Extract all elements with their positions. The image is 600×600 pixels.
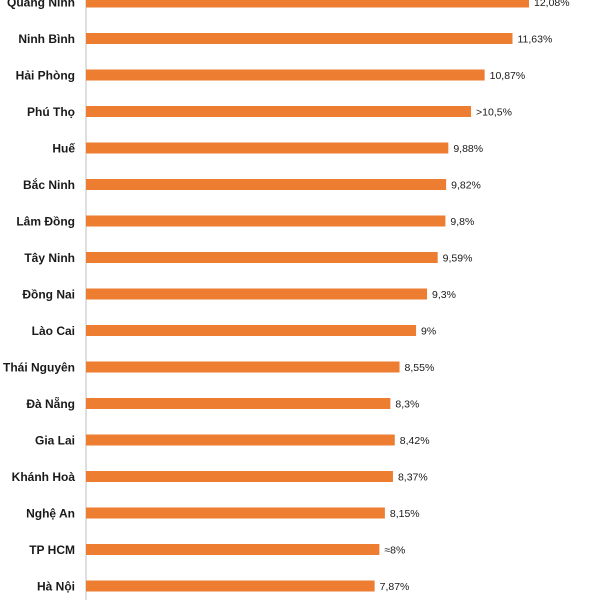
bar <box>86 0 529 8</box>
value-label: 8,15% <box>390 508 420 520</box>
bar <box>86 179 447 190</box>
value-label: >10,5% <box>476 107 512 119</box>
value-label: 11,63% <box>517 34 552 46</box>
value-label: 9% <box>421 326 436 338</box>
category-label: Lâm Đồng <box>16 215 75 229</box>
bar <box>86 361 400 373</box>
bar <box>86 471 393 482</box>
category-label: Hà Nội <box>37 580 75 594</box>
category-label: Phú Thọ <box>27 105 75 119</box>
value-label: 9,59% <box>443 253 473 265</box>
bar <box>86 215 446 227</box>
bar <box>86 398 391 409</box>
category-label: Thái Nguyên <box>3 361 75 375</box>
value-label: 9,88% <box>453 143 483 155</box>
bar <box>86 544 380 555</box>
category-label: Gia Lai <box>35 434 75 448</box>
category-label: TP HCM <box>29 543 75 557</box>
value-label: 8,37% <box>398 472 428 484</box>
value-label: 7,87% <box>380 581 410 593</box>
bar <box>86 106 472 117</box>
category-label: Đồng Nai <box>22 288 75 302</box>
category-label: Đà Nẵng <box>26 396 75 411</box>
value-label: 9,82% <box>451 180 481 192</box>
category-label: Hải Phòng <box>16 69 75 83</box>
value-label: ≈8% <box>384 545 405 557</box>
bar <box>86 33 513 44</box>
category-label: Huế <box>52 142 75 156</box>
bar <box>86 434 395 446</box>
value-label: 12,08% <box>534 0 570 9</box>
bar <box>86 252 438 263</box>
category-label: Bắc Ninh <box>23 177 75 192</box>
category-label: Lào Cai <box>32 324 75 338</box>
bar <box>86 325 417 336</box>
category-label: Quảng Ninh <box>7 0 75 10</box>
value-label: 9,3% <box>432 289 456 301</box>
value-label: 8,42% <box>400 435 430 447</box>
value-label: 9,8% <box>450 216 474 228</box>
value-label: 8,55% <box>405 362 435 374</box>
value-label: 8,3% <box>395 399 419 411</box>
bar <box>86 69 485 81</box>
category-label: Nghệ An <box>26 507 75 521</box>
category-label: Ninh Bình <box>18 32 75 46</box>
bar <box>86 507 385 519</box>
value-label: 10,87% <box>490 70 526 82</box>
category-label: Tây Ninh <box>24 251 75 265</box>
category-label: Khánh Hoà <box>12 470 76 484</box>
bar <box>86 288 428 300</box>
bar <box>86 142 449 154</box>
bar <box>86 580 375 592</box>
